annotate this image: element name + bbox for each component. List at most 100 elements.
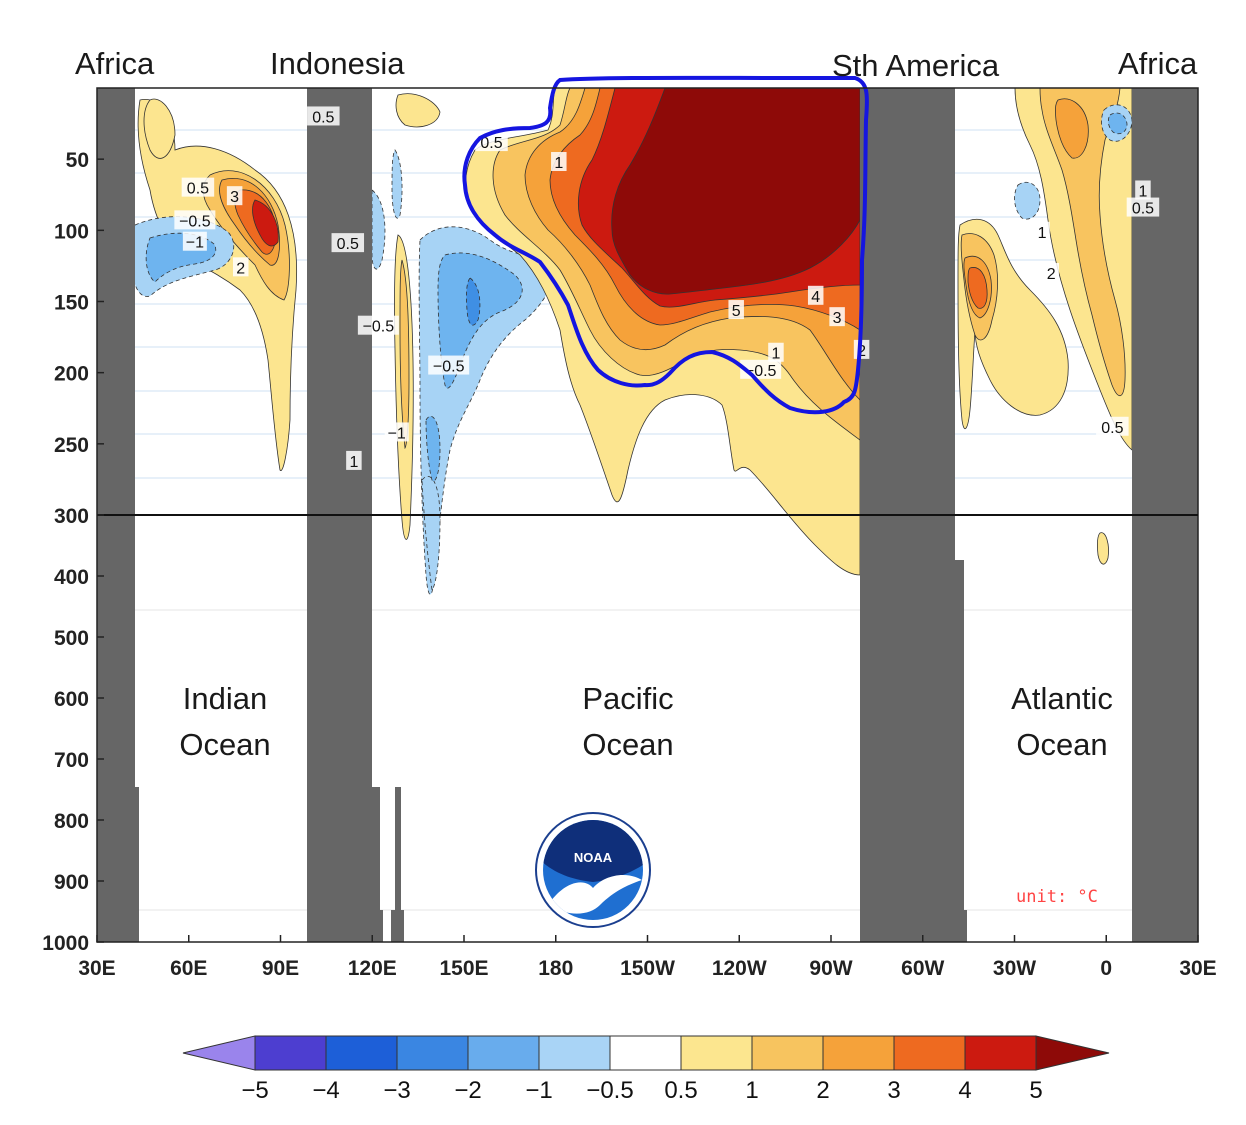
contour-label-bg bbox=[226, 186, 243, 206]
contour-label-bg bbox=[728, 300, 744, 320]
y-tick-label: 600 bbox=[54, 688, 89, 711]
indian-warm-05-upper bbox=[143, 98, 176, 159]
colorbar-tick-label: −1 bbox=[525, 1077, 552, 1104]
noaa-logo-text: NOAA bbox=[574, 850, 613, 865]
y-tick-label: 250 bbox=[54, 434, 89, 457]
label-africa-right: Africa bbox=[1118, 46, 1198, 81]
colorbar-tick-label: 4 bbox=[958, 1077, 971, 1104]
label-indonesia: Indonesia bbox=[270, 46, 405, 81]
colorbar-tick-label: −4 bbox=[312, 1077, 339, 1104]
wp-cool-strip bbox=[391, 149, 403, 219]
colorbar-swatch bbox=[964, 1035, 1037, 1071]
wp-warm-1-strip bbox=[399, 259, 410, 450]
colorbar-swatch bbox=[254, 1035, 327, 1071]
contour-label: −0.5 bbox=[179, 213, 211, 230]
contour-label-bg bbox=[1135, 180, 1151, 200]
colorbar-arrow-low bbox=[182, 1035, 256, 1071]
contour-label-bg bbox=[1034, 221, 1050, 241]
contour-label-bg bbox=[346, 450, 362, 470]
land-south-america-lower bbox=[955, 560, 964, 942]
contour-label: 1 bbox=[349, 454, 358, 471]
colorbar-swatch bbox=[893, 1035, 966, 1071]
contour-label: 4 bbox=[811, 289, 820, 306]
indian-ocean-anomalies bbox=[131, 98, 298, 471]
colorbar-swatch bbox=[467, 1035, 540, 1071]
contour-label-bg bbox=[1043, 263, 1059, 283]
contour-label-bg bbox=[428, 355, 470, 375]
land-island-1 bbox=[380, 910, 383, 942]
colorbar-tick-label: −3 bbox=[383, 1077, 410, 1104]
y-tick-label: 100 bbox=[54, 220, 89, 243]
contour-label: 1 bbox=[1138, 183, 1147, 200]
contour-label-bg bbox=[174, 210, 216, 230]
y-tick-label: 50 bbox=[66, 149, 89, 172]
x-tick-label: 0 bbox=[1100, 957, 1112, 980]
wp-cool-2 bbox=[466, 277, 481, 326]
contour-label: 3 bbox=[833, 310, 842, 327]
contour-label: 0.5 bbox=[1101, 420, 1123, 437]
colorbar-tick-label: 3 bbox=[887, 1077, 900, 1104]
at-warm-1-east bbox=[1039, 88, 1126, 397]
atlantic-anomalies bbox=[957, 88, 1133, 565]
x-tick-label: 90E bbox=[262, 957, 299, 980]
contour-label-bg bbox=[384, 422, 409, 442]
land-island-3 bbox=[391, 910, 404, 942]
land-indonesia-lower bbox=[372, 787, 380, 942]
at-warm-2-east bbox=[1055, 98, 1089, 159]
x-axis: 30E 60E 90E 120E 150E 180 150W 120W 90W 60W 30W 0 30… bbox=[78, 935, 1217, 980]
colorbar-swatch bbox=[822, 1035, 895, 1071]
indian-warm-4 bbox=[252, 199, 279, 247]
contour-label-bg bbox=[181, 177, 215, 197]
wp-cool-1-deep bbox=[425, 415, 441, 482]
anomaly-outline bbox=[462, 75, 869, 415]
colorbar-tick-label: −0.5 bbox=[586, 1077, 633, 1104]
y-tick-label: 800 bbox=[54, 810, 89, 833]
label-indian-ocean-line1: Indian bbox=[183, 681, 267, 716]
colorbar-swatch bbox=[680, 1035, 753, 1071]
y-tick-label: 150 bbox=[54, 292, 89, 315]
contour-label-bg bbox=[307, 106, 340, 126]
colorbar-swatch bbox=[325, 1035, 398, 1071]
ep-warm-5 bbox=[611, 88, 861, 295]
contour-label-bg bbox=[1096, 416, 1129, 436]
x-tick-label: 90W bbox=[809, 957, 852, 980]
contour-label-bg bbox=[807, 285, 824, 305]
contour-label-bg bbox=[768, 342, 784, 362]
at-cool-1-1 bbox=[1107, 112, 1128, 135]
y-tick-label: 400 bbox=[54, 566, 89, 589]
label-pacific-ocean-line2: Ocean bbox=[582, 727, 673, 762]
contour-label: −0.5 bbox=[433, 359, 465, 376]
contour-label: −1 bbox=[388, 425, 406, 442]
x-tick-label: 180 bbox=[538, 957, 573, 980]
colorbar-tick-label: 5 bbox=[1029, 1077, 1042, 1104]
colorbar-arrow-high bbox=[1035, 1035, 1110, 1071]
contour-label: 3 bbox=[230, 189, 239, 206]
contour-label: 0.5 bbox=[1132, 201, 1154, 218]
y-tick-label: 300 bbox=[54, 505, 89, 528]
colorbar-swatch bbox=[396, 1035, 469, 1071]
x-tick-label: 30E bbox=[1179, 957, 1216, 980]
at-warm-05-blob bbox=[1097, 532, 1109, 565]
y-tick-label: 900 bbox=[54, 871, 89, 894]
contour-label: 0.5 bbox=[337, 236, 359, 253]
x-tick-label: 60E bbox=[170, 957, 207, 980]
contour-label-bg bbox=[331, 233, 365, 253]
contour-label: 2 bbox=[857, 343, 866, 360]
at-warm-05-east bbox=[1014, 88, 1133, 451]
colorbar: −5 −4 −3 −2 −1 −0.5 0.5 1 2 3 4 5 bbox=[182, 1035, 1110, 1104]
x-tick-label: 150W bbox=[620, 957, 675, 980]
label-atlantic-ocean-line2: Ocean bbox=[1016, 727, 1107, 762]
land-africa-left-lower bbox=[135, 787, 139, 942]
contour-label: −1 bbox=[186, 235, 204, 252]
colorbar-swatch bbox=[751, 1035, 824, 1071]
x-tick-label: 60W bbox=[901, 957, 944, 980]
contour-label: 0.5 bbox=[187, 181, 209, 198]
contour-label-bg bbox=[1126, 197, 1160, 217]
y-axis: 50 100 150 200 250 300 400 500 600 700 800 900 1000 bbox=[42, 149, 104, 955]
x-tick-label: 120W bbox=[712, 957, 767, 980]
contour-labels: 0.50.510.53−0.5−120.5−0.5−0.5−115431−0.5… bbox=[174, 106, 1160, 471]
wp-cool-05-deep bbox=[421, 476, 441, 591]
contour-label: 5 bbox=[732, 303, 741, 320]
contour-label: 0.5 bbox=[480, 135, 502, 152]
